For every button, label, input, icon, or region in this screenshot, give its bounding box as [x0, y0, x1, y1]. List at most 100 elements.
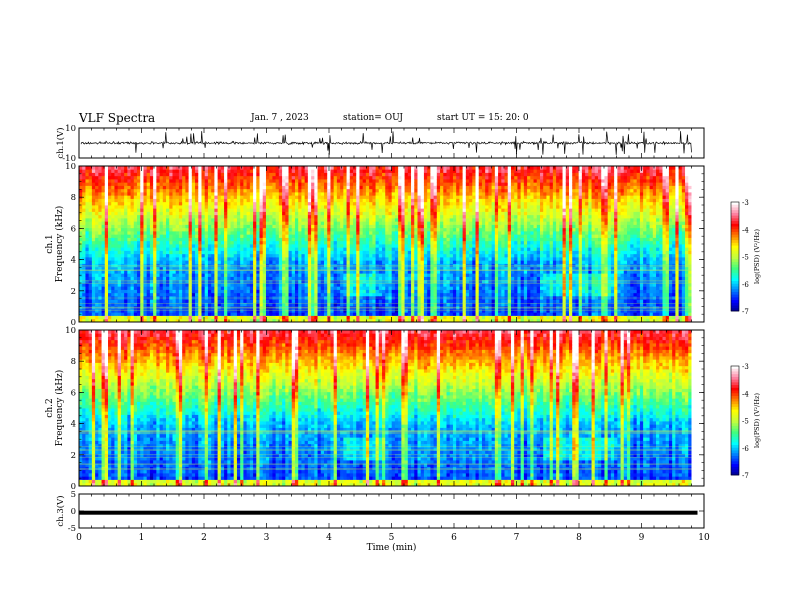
- ch1-spectrogram-cell: [392, 186, 396, 190]
- ch1-spectrogram-cell: [127, 221, 131, 225]
- ch1-spectrogram-cell: [269, 186, 273, 190]
- ch1-spectrogram-cell: [382, 173, 386, 177]
- ch1-spectrogram-cell: [208, 267, 212, 271]
- ch1-spectrogram-cell: [185, 234, 189, 238]
- ch1-spectrogram-cell: [234, 225, 238, 229]
- ch1-spectrogram-cell: [208, 169, 212, 173]
- ch1-spectrogram-cell: [285, 286, 289, 290]
- ch1-spectrogram-cell: [269, 257, 273, 261]
- ch1-spectrogram-cell: [292, 218, 296, 222]
- ch1-spectrogram-cell: [253, 186, 257, 190]
- ch1-spectrogram-cell: [127, 212, 131, 216]
- ch1-spectrogram-cell: [237, 228, 241, 232]
- ch1-spectrogram-cell: [182, 251, 186, 255]
- ch1-spectrogram-cell: [324, 173, 328, 177]
- ch1-spectrogram-cell: [231, 257, 235, 261]
- ch1-spectrogram-cell: [182, 312, 186, 316]
- ch1-spectrogram-cell: [140, 221, 144, 225]
- ch1-spectrogram-cell: [340, 303, 344, 307]
- ch1-spectrogram-cell: [279, 286, 283, 290]
- ch1-spectrogram-cell: [127, 225, 131, 229]
- ch1-spectrogram-cell: [292, 299, 296, 303]
- ch1-spectrogram-cell: [279, 205, 283, 209]
- ch1-spectrogram-cell: [276, 280, 280, 284]
- ch1-spectrogram-cell: [111, 280, 115, 284]
- ch1-spectrogram-cell: [208, 290, 212, 294]
- ch1-spectrogram-cell: [272, 273, 276, 277]
- ch1-spectrogram-cell: [256, 205, 260, 209]
- ch1-spectrogram-cell: [102, 293, 106, 297]
- ch1-spectrogram-cell: [263, 273, 267, 277]
- ch1-spectrogram-cell: [127, 218, 131, 222]
- ch1-spectrogram-cell: [89, 277, 93, 281]
- ch1-spectrogram-cell: [153, 280, 157, 284]
- ch1-spectrogram-cell: [340, 231, 344, 235]
- ch1-spectrogram-cell: [214, 231, 218, 235]
- ch1-spectrogram-cell: [324, 215, 328, 219]
- ch1-spectrogram-cell: [282, 254, 286, 258]
- ch1-spectrogram-cell: [143, 179, 147, 183]
- ch1-spectrogram-cell: [401, 254, 405, 258]
- ch1-spectrogram-cell: [311, 202, 315, 206]
- ch1-spectrogram-cell: [305, 212, 309, 216]
- ch1-spectrogram-cell: [143, 173, 147, 177]
- ch1-spectrogram-cell: [214, 303, 218, 307]
- ch1-spectrogram-cell: [160, 166, 164, 170]
- ch1-spectrogram-cell: [353, 247, 357, 251]
- ch1-spectrogram-cell: [395, 192, 399, 196]
- ch1-spectrogram-cell: [282, 277, 286, 281]
- ch1-spectrogram-cell: [256, 260, 260, 264]
- ch1-spectrogram-cell: [179, 273, 183, 277]
- ch1-spectrogram-cell: [198, 189, 202, 193]
- ch1-spectrogram-cell: [285, 228, 289, 232]
- ch1-spectrogram-cell: [314, 205, 318, 209]
- ch1-spectrogram-cell: [363, 189, 367, 193]
- ch1-spectrogram-cell: [301, 254, 305, 258]
- ch1-spectrogram-cell: [179, 280, 183, 284]
- ch1-spectrogram-cell: [189, 228, 193, 232]
- ch1-spectrogram-cell: [272, 238, 276, 242]
- ch1-spectrogram-cell: [340, 286, 344, 290]
- ch1-spectrogram-cell: [366, 312, 370, 316]
- ch1-spectrogram-cell: [247, 192, 251, 196]
- ch1-spectrogram-cell: [140, 176, 144, 180]
- ch1-spectrogram-cell: [176, 195, 180, 199]
- ch1-spectrogram-cell: [311, 231, 315, 235]
- ch1-spectrogram-cell: [150, 166, 154, 170]
- ch1-spectrogram-cell: [105, 215, 109, 219]
- ch1-spectrogram-cell: [379, 182, 383, 186]
- ch1-spectrogram-cell: [324, 280, 328, 284]
- ch1-spectrogram-cell: [156, 316, 160, 320]
- ch1-spectrogram-cell: [289, 221, 293, 225]
- ch1-spectrogram-cell: [102, 251, 106, 255]
- ch1-spectrogram-cell: [89, 169, 93, 173]
- ch1-spectrogram-cell: [247, 241, 251, 245]
- ch1-spectrogram-cell: [334, 169, 338, 173]
- ch1-spectrogram-cell: [137, 234, 141, 238]
- ch1-spectrogram-cell: [140, 231, 144, 235]
- ch1-spectrogram-cell: [272, 228, 276, 232]
- ch1-spectrogram-cell: [185, 166, 189, 170]
- ch1-spectrogram-cell: [237, 267, 241, 271]
- ch1-spectrogram-cell: [343, 189, 347, 193]
- ch1-spectrogram-cell: [137, 166, 141, 170]
- ch1-spectrogram-cell: [379, 244, 383, 248]
- ch1-spectrogram-cell: [382, 231, 386, 235]
- ch1-spectrogram-cell: [243, 186, 247, 190]
- ch1-spectrogram-cell: [202, 173, 206, 177]
- ch1-spectrogram-cell: [205, 173, 209, 177]
- ch1-spectrogram-cell: [163, 312, 167, 316]
- ch1-spectrogram-cell: [98, 189, 102, 193]
- ch1-spectrogram-cell: [82, 166, 86, 170]
- ch1-spectrogram-cell: [124, 202, 128, 206]
- ch1-spectrogram-cell: [98, 260, 102, 264]
- ch1-spectrogram-cell: [189, 218, 193, 222]
- ch1-spectrogram-cell: [240, 192, 244, 196]
- ch1-spectrogram-cell: [179, 182, 183, 186]
- ch1-spectrogram-cell: [324, 189, 328, 193]
- ch1-spectrogram-cell: [343, 299, 347, 303]
- ch1-spectrogram-cell: [276, 218, 280, 222]
- ch1-spectrogram-cell: [260, 173, 264, 177]
- ch1-spectrogram-cell: [398, 290, 402, 294]
- ch1-spectrogram-cell: [108, 303, 112, 307]
